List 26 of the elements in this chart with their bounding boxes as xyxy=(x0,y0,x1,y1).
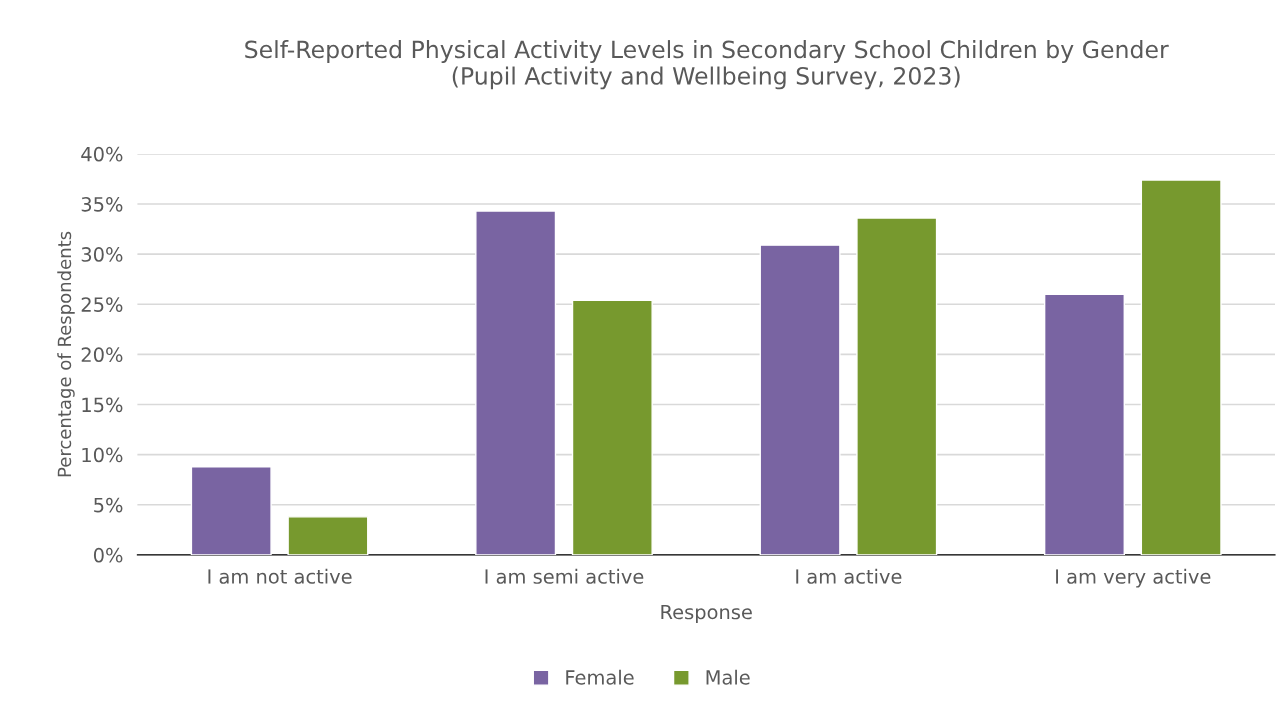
bar xyxy=(1140,179,1222,555)
bar xyxy=(571,299,653,555)
y-tick-label: 40% xyxy=(81,146,123,162)
y-tick-label: 5% xyxy=(94,497,123,513)
y-tick-label: 15% xyxy=(82,397,123,413)
y-tick-label: 35% xyxy=(81,196,123,212)
legend-label: Male xyxy=(706,669,750,685)
y-tick-label: 20% xyxy=(81,347,123,363)
chart-title: Self-Reported Physical Activity Levels in Secondary School Children by Gender (Pupil Activity and Wellbeing Survey, 2023) xyxy=(245,40,1169,90)
y-tick-label: 10% xyxy=(82,447,123,463)
legend-label: Female xyxy=(566,669,634,685)
y-tick-label: 25% xyxy=(81,297,123,312)
bar xyxy=(856,217,938,555)
bar xyxy=(287,516,369,555)
bar xyxy=(475,210,557,555)
x-tick-label: I am semi active xyxy=(485,568,644,584)
bar xyxy=(190,465,272,555)
bar xyxy=(1043,293,1125,555)
x-tick-label: I am very active xyxy=(1056,568,1211,588)
x-tick-label: I am active xyxy=(796,568,902,584)
bar xyxy=(759,244,841,555)
y-tick-label: 0% xyxy=(93,547,123,563)
x-tick-label: I am not active xyxy=(208,568,352,584)
y-tick-label: 30% xyxy=(81,247,123,262)
x-axis-title: Response xyxy=(661,604,752,624)
y-axis-title: Percentage of Respondents xyxy=(57,231,75,477)
